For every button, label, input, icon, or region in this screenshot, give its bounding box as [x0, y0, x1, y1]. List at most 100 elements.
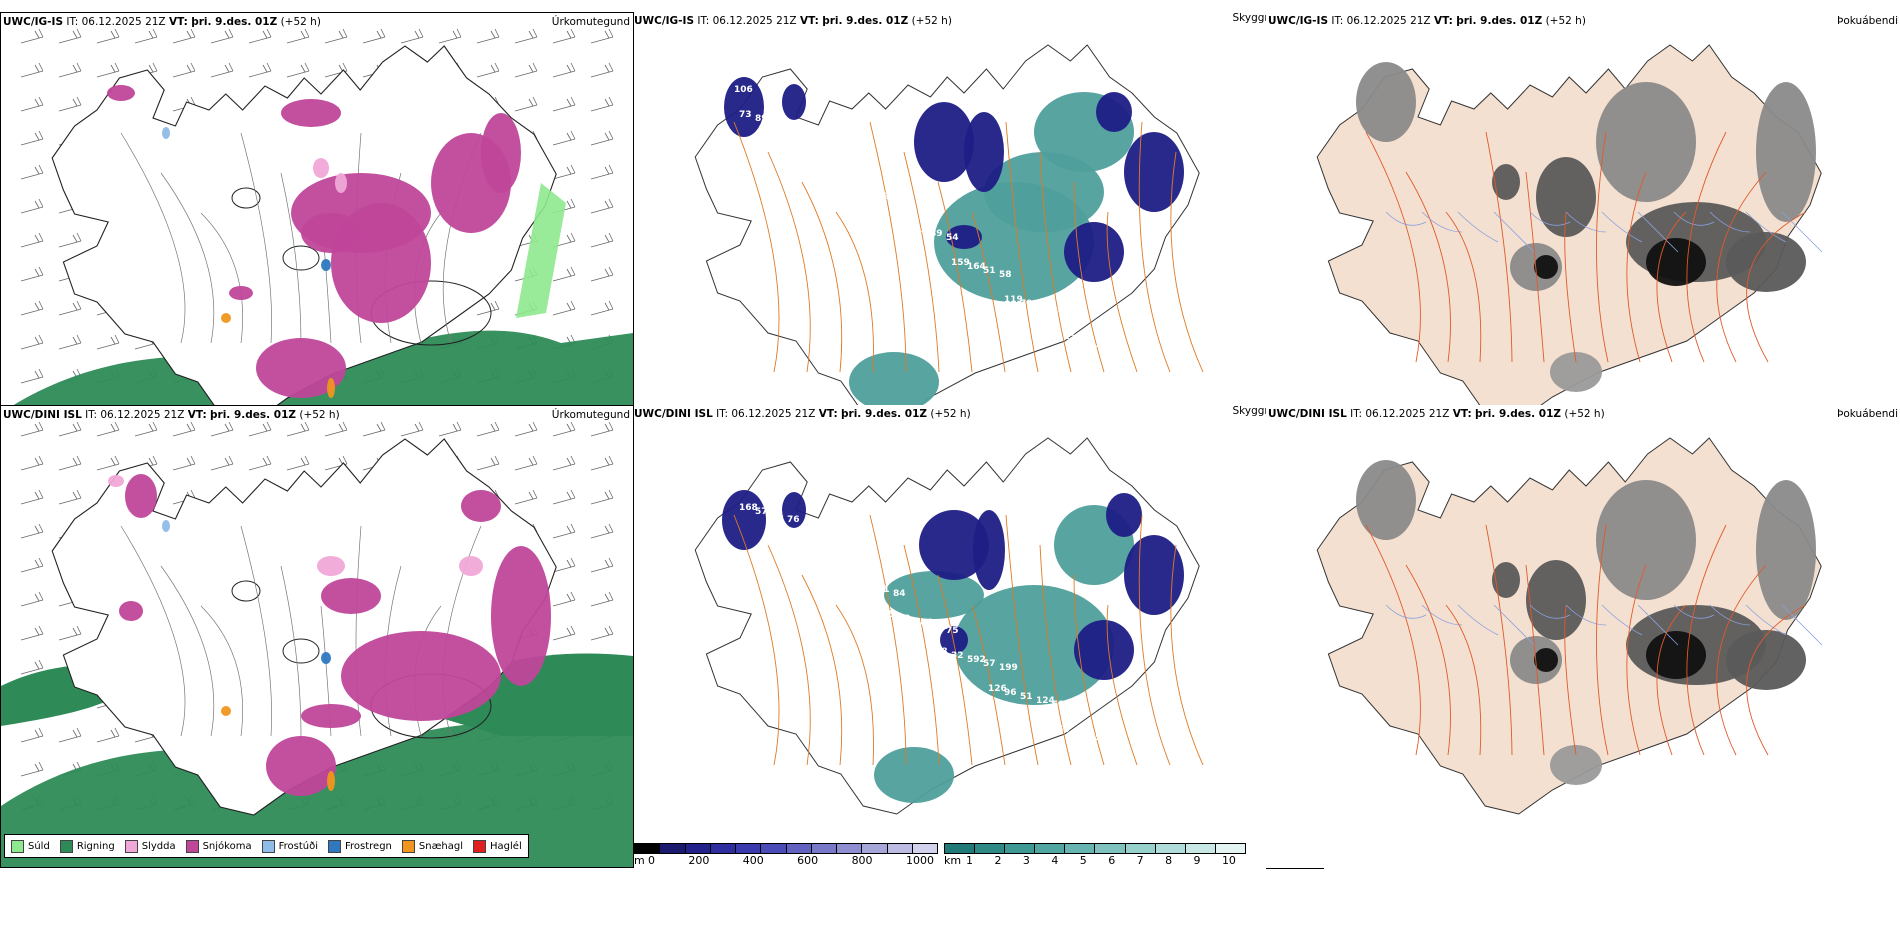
wind-barb [362, 28, 386, 44]
wind-barb [96, 455, 120, 471]
wind-barb [286, 455, 310, 471]
road-line [120, 132, 186, 344]
colorbar-cell [1035, 844, 1066, 853]
wind-barb [58, 96, 82, 112]
wind-barb [476, 300, 500, 316]
snowfall-area [481, 113, 521, 193]
peak-label: 82 [898, 614, 911, 624]
road-line [835, 604, 874, 766]
wind-barb [20, 727, 44, 743]
tick-label: 0 [648, 854, 655, 867]
road-line [1564, 211, 1577, 363]
colorbar-cell [736, 844, 762, 853]
wind-barb [172, 455, 196, 471]
tick-label: 8 [1165, 854, 1173, 867]
it-label: IT: [716, 408, 729, 420]
fog-area [1726, 232, 1806, 292]
wind-barb [590, 198, 614, 214]
colorbar-cell [786, 844, 812, 853]
road-line [1073, 574, 1105, 766]
colorbar-cell [1065, 844, 1096, 853]
river-line [1385, 211, 1427, 226]
it-value: 06.12.2025 21Z [731, 408, 816, 420]
peak-label: 138 [1089, 340, 1108, 350]
road-line [733, 514, 780, 766]
river-line [1457, 211, 1499, 243]
visibility-panel: 118 76 68 84 75 199 53 55 63 64 60 71 225 57 124 156 79 5… [634, 405, 1324, 869]
fog-panel: UWC/IG-IS IT: 06.12.2025 21Z VT: þri. 9.… [1266, 12, 1900, 475]
wind-barb [96, 421, 120, 437]
snow-pellets-area [327, 771, 335, 791]
precip-type-panel: UWC/DINI ISL IT: 06.12.2025 21Z VT: þri.… [0, 405, 634, 868]
snow-pellets-area [327, 378, 335, 398]
sleet-area [459, 556, 483, 576]
river-line [1385, 604, 1427, 619]
peak-label: 60 [1073, 729, 1086, 739]
peak-label: 65 [787, 122, 800, 132]
road-line [1039, 544, 1072, 766]
river-line [1637, 604, 1679, 646]
river-line [1745, 604, 1787, 636]
snowfall-area [107, 85, 135, 101]
river-line [1673, 211, 1715, 226]
wind-barb [514, 96, 538, 112]
legend-label: Rigning [76, 840, 115, 852]
elevation-area [919, 510, 989, 580]
wind-barb [324, 421, 348, 437]
elevation-area [782, 84, 806, 120]
colorbar-cell [1095, 844, 1126, 853]
wind-barb [134, 28, 158, 44]
low-visibility-area [849, 352, 939, 412]
snowfall-area [229, 286, 253, 300]
glacier-outline [282, 245, 320, 271]
vt-value: þri. 9.des. 01Z [1475, 408, 1561, 420]
peak-label: 124 [1036, 696, 1055, 706]
road-line [1485, 524, 1513, 756]
snow-pellets-area [221, 313, 231, 323]
elevation-area [1064, 222, 1124, 282]
low-visibility-area [874, 747, 954, 803]
panel-name: Skyggni [1232, 405, 1275, 417]
visibility-colorbar [944, 843, 1246, 854]
vt-label: VT: [818, 408, 838, 420]
snowfall-area [461, 490, 501, 522]
tick-label: 10 [1221, 854, 1236, 867]
wind-barb [590, 421, 614, 437]
peak-label: 806 [829, 180, 848, 190]
colorbar-cell [685, 844, 711, 853]
elevation-area [1106, 493, 1142, 537]
dense-fog-area [1534, 255, 1558, 279]
wind-barb [20, 266, 44, 282]
peak-label: 60 [824, 548, 837, 558]
wind-barb [400, 28, 424, 44]
wind-barb [514, 489, 538, 505]
it-label: IT: [697, 15, 710, 27]
wind-barb [58, 455, 82, 471]
wind-barb [20, 96, 44, 112]
peak-label: 525 [861, 581, 880, 591]
panel-name: Þokuábendi [1837, 408, 1898, 420]
wind-barb [172, 28, 196, 44]
elevation-area [946, 225, 982, 249]
wind-barb [552, 625, 576, 641]
legend-swatch [185, 839, 199, 853]
road-line [1656, 211, 1687, 363]
wind-barb [590, 96, 614, 112]
legend-label: Frostúði [278, 840, 318, 852]
wind-barb [20, 455, 44, 471]
vt-value: þri. 9.des. 01Z [1456, 15, 1543, 27]
road-line [733, 121, 780, 373]
elevation-area [914, 102, 974, 182]
sleet-area [108, 475, 124, 487]
road-line [1005, 514, 1039, 766]
glacier-outline [231, 580, 261, 602]
drizzle-area [516, 183, 566, 318]
visibility-unit: km [944, 854, 962, 867]
peak-label: 75 [946, 626, 959, 636]
wind-barb [590, 232, 614, 248]
peak-label: 164 [967, 262, 986, 272]
vt-label: VT: [799, 15, 819, 27]
river-line [1673, 604, 1715, 619]
it-label: IT: [1350, 408, 1363, 420]
road-line [1746, 211, 1807, 363]
